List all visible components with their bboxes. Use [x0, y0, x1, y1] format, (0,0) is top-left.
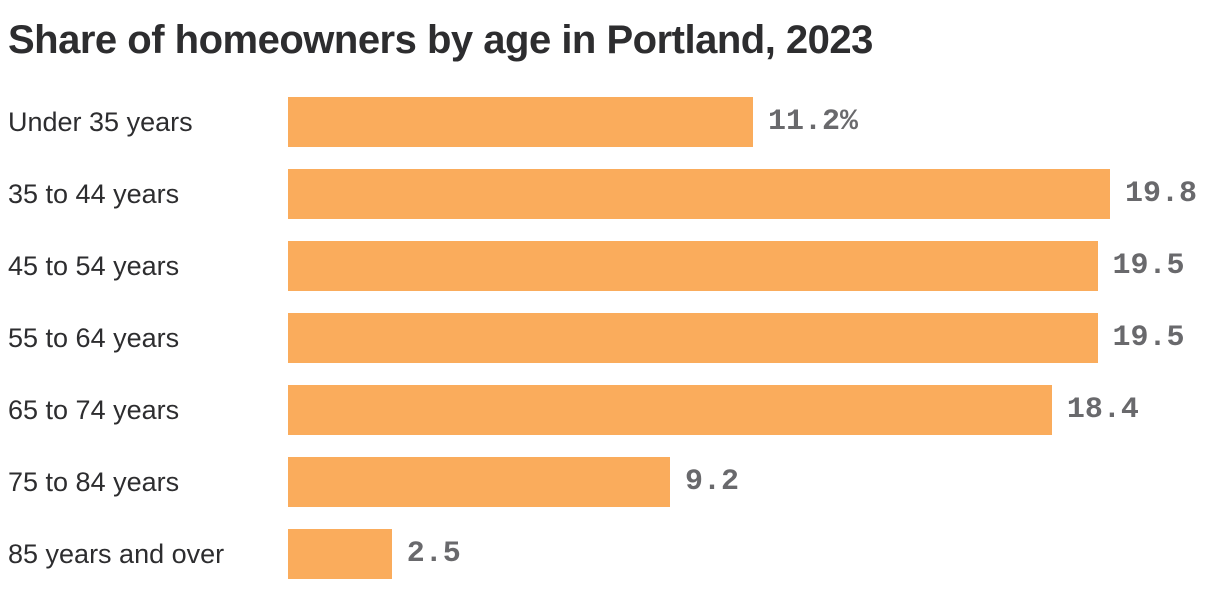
category-label: 65 to 74 years [8, 394, 180, 425]
value-label: 9.2 [684, 465, 739, 499]
bar [288, 313, 1098, 363]
bar [288, 457, 670, 507]
bar-track: 11.2% [288, 97, 1220, 147]
chart-row: 45 to 54 years 19.5 [0, 241, 1220, 291]
bar [288, 169, 1110, 219]
category-label: 45 to 54 years [8, 250, 180, 281]
category-label: 35 to 44 years [8, 178, 180, 209]
category-label: Under 35 years [8, 106, 193, 137]
bar [288, 241, 1098, 291]
bar-track: 2.5 [288, 529, 1220, 579]
bar-track: 18.4 [288, 385, 1220, 435]
chart-row: Under 35 years 11.2% [0, 97, 1220, 147]
bar [288, 97, 753, 147]
value-label: 19.8 [1125, 177, 1198, 211]
value-label: 2.5 [406, 537, 461, 571]
value-label: 11.2% [767, 105, 858, 139]
value-label: 18.4 [1066, 393, 1139, 427]
value-label: 19.5 [1112, 321, 1185, 355]
chart-row: 55 to 64 years 19.5 [0, 313, 1220, 363]
bar-track: 19.8 [288, 169, 1220, 219]
category-label: 55 to 64 years [8, 322, 180, 353]
chart-rows: Under 35 years 11.2% 35 to 44 years 19.8 45 … [0, 97, 1220, 579]
bar-chart: Share of homeowners by age in Portland, … [0, 16, 1220, 592]
bar [288, 529, 392, 579]
category-label: 85 years and over [8, 538, 225, 569]
chart-row: 35 to 44 years 19.8 [0, 169, 1220, 219]
bar-track: 19.5 [288, 313, 1220, 363]
chart-row: 75 to 84 years 9.2 [0, 457, 1220, 507]
chart-row: 65 to 74 years 18.4 [0, 385, 1220, 435]
value-label: 19.5 [1112, 249, 1185, 283]
bar-track: 19.5 [288, 241, 1220, 291]
category-label: 75 to 84 years [8, 466, 180, 497]
chart-row: 85 years and over 2.5 [0, 529, 1220, 579]
bar [288, 385, 1052, 435]
bar-track: 9.2 [288, 457, 1220, 507]
chart-title: Share of homeowners by age in Portland, … [8, 18, 873, 62]
